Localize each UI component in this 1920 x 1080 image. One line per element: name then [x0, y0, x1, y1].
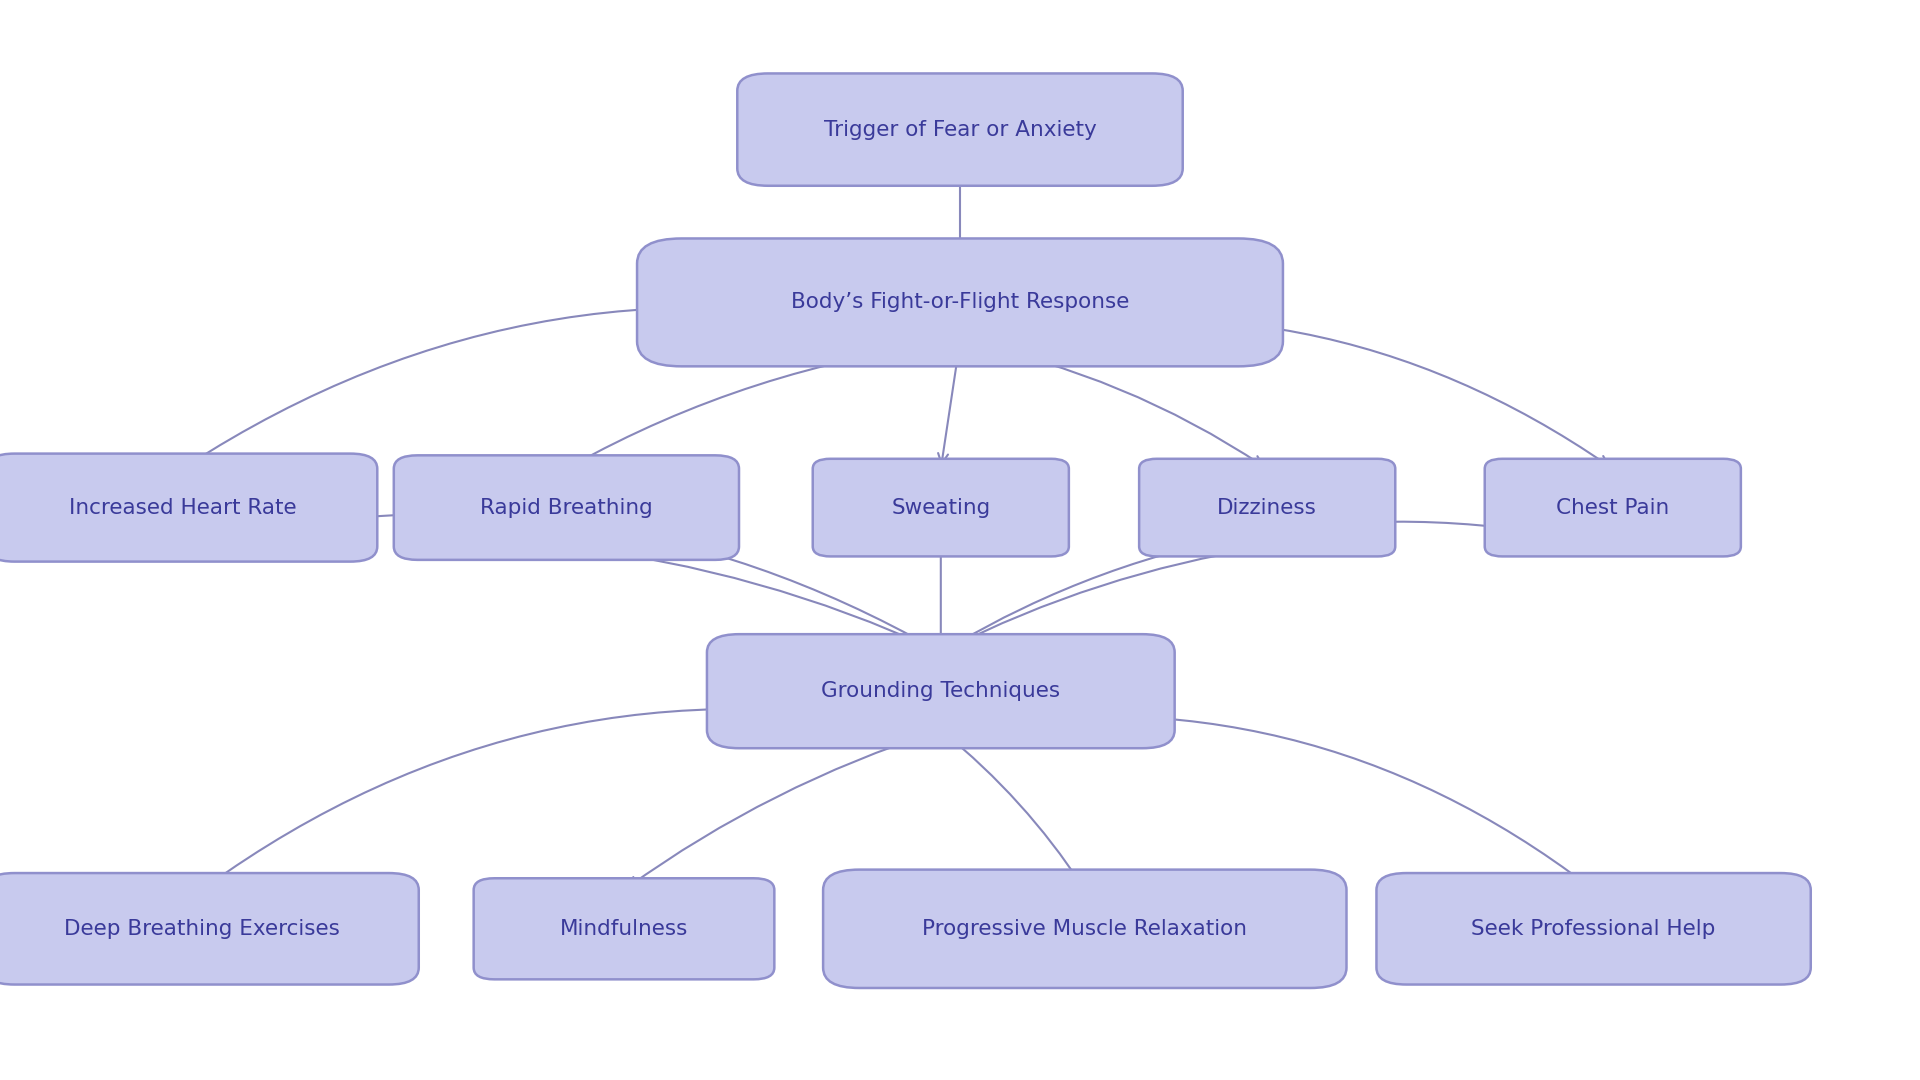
Text: Mindfulness: Mindfulness [561, 919, 687, 939]
Text: Progressive Muscle Relaxation: Progressive Muscle Relaxation [922, 919, 1248, 939]
Text: Sweating: Sweating [891, 498, 991, 517]
FancyBboxPatch shape [394, 456, 739, 559]
FancyBboxPatch shape [824, 869, 1346, 988]
FancyBboxPatch shape [1139, 459, 1396, 556]
FancyBboxPatch shape [637, 239, 1283, 366]
FancyBboxPatch shape [1377, 873, 1811, 985]
Text: Trigger of Fear or Anxiety: Trigger of Fear or Anxiety [824, 120, 1096, 139]
FancyBboxPatch shape [737, 73, 1183, 186]
FancyBboxPatch shape [0, 454, 376, 562]
Text: Rapid Breathing: Rapid Breathing [480, 498, 653, 517]
FancyBboxPatch shape [707, 634, 1175, 748]
Text: Deep Breathing Exercises: Deep Breathing Exercises [63, 919, 340, 939]
FancyBboxPatch shape [1484, 459, 1741, 556]
Text: Dizziness: Dizziness [1217, 498, 1317, 517]
Text: Increased Heart Rate: Increased Heart Rate [69, 498, 296, 517]
Text: Body’s Fight-or-Flight Response: Body’s Fight-or-Flight Response [791, 293, 1129, 312]
Text: Seek Professional Help: Seek Professional Help [1471, 919, 1716, 939]
Text: Grounding Techniques: Grounding Techniques [822, 681, 1060, 701]
FancyBboxPatch shape [812, 459, 1069, 556]
FancyBboxPatch shape [474, 878, 774, 980]
Text: Chest Pain: Chest Pain [1557, 498, 1668, 517]
FancyBboxPatch shape [0, 873, 419, 985]
